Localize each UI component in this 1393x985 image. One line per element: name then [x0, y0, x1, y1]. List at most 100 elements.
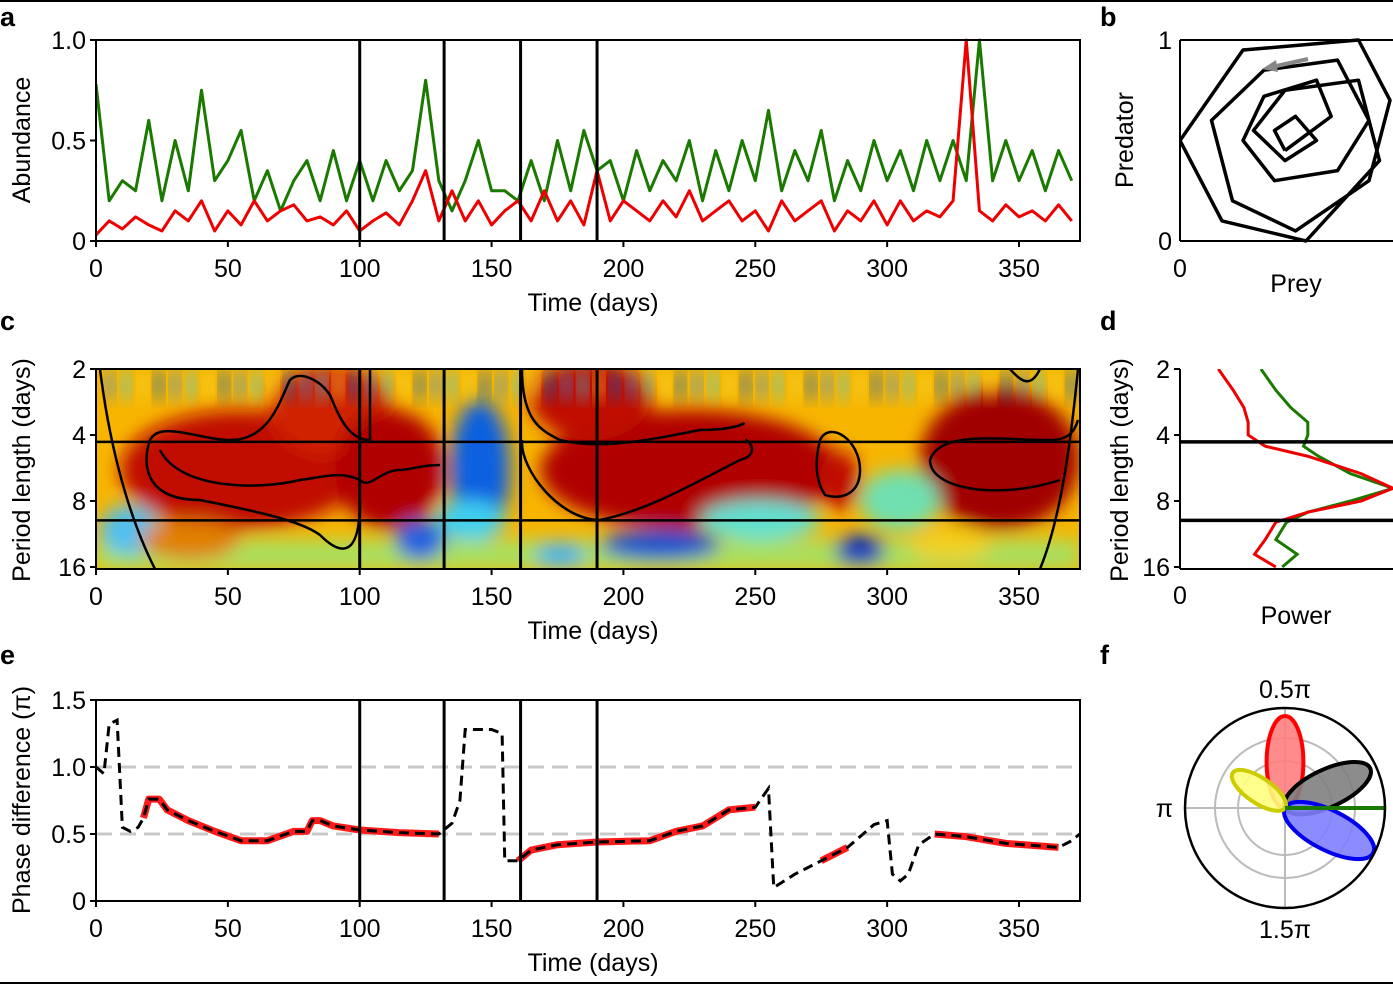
- stripe: [887, 369, 898, 401]
- x-axis-label: Prey: [1270, 270, 1322, 298]
- stripe: [300, 369, 311, 401]
- x-tick-label: 200: [603, 915, 645, 943]
- stripe: [121, 369, 132, 401]
- x-tick-label: 0: [1173, 255, 1187, 283]
- angle-label-bottom: 1.5π: [1259, 916, 1311, 944]
- stripe: [268, 369, 278, 401]
- x-axis-label: Power: [1261, 602, 1332, 630]
- trajectory-line: [1180, 38, 1392, 243]
- stripe: [219, 369, 230, 401]
- stripe: [414, 369, 425, 401]
- coherent-segment: [140, 795, 439, 845]
- panel-c-axes: [95, 368, 1081, 570]
- stripe: [528, 369, 539, 401]
- y-tick-label: 0: [72, 228, 86, 256]
- y-axis-label: Period length (days): [8, 358, 36, 582]
- x-tick-label: 100: [339, 255, 381, 283]
- x-tick-label: 350: [998, 915, 1040, 943]
- x-tick-label: 150: [471, 255, 513, 283]
- arrow-head-icon: [1262, 60, 1278, 72]
- stripe: [968, 369, 979, 401]
- y-tick-label: 0: [1158, 228, 1172, 256]
- panel-label-e: e: [0, 640, 15, 670]
- stripe: [398, 369, 409, 401]
- y-tick-label: 0.5: [51, 821, 86, 849]
- stripe: [235, 369, 246, 401]
- panel-label-a: a: [0, 2, 16, 32]
- stripe: [691, 369, 702, 401]
- angle-label-top: 0.5π: [1259, 676, 1311, 704]
- x-tick-label: 150: [471, 915, 513, 943]
- x-tick-label: 200: [603, 583, 645, 611]
- phase-difference-line: [95, 717, 1081, 891]
- stripe: [447, 369, 458, 401]
- y-tick-label: 1.0: [51, 27, 86, 55]
- x-tick-label: 0: [1173, 582, 1187, 610]
- phase-portrait: [1180, 38, 1392, 243]
- y-tick-label: 4: [1156, 422, 1170, 450]
- x-tick-label: 200: [603, 255, 645, 283]
- y-tick-label: 1.0: [51, 754, 86, 782]
- x-tick-label: 150: [471, 583, 513, 611]
- x-tick-label: 0: [89, 915, 103, 943]
- stripe: [740, 369, 751, 401]
- y-tick-label: 0: [72, 888, 86, 916]
- y-tick-label: 1.5: [51, 687, 86, 715]
- panel-label-f: f: [1100, 640, 1110, 670]
- stripe: [838, 369, 849, 401]
- x-tick-label: 300: [866, 915, 908, 943]
- prey-series-line: [96, 38, 1073, 236]
- x-tick-label: 250: [734, 583, 776, 611]
- stripe: [871, 369, 882, 401]
- stripe: [137, 369, 148, 401]
- stripe: [333, 369, 344, 401]
- stripe: [431, 369, 441, 401]
- panel-label-b: b: [1100, 2, 1117, 32]
- polar-outline: [1183, 706, 1387, 910]
- stripe: [642, 369, 653, 401]
- stripe: [708, 369, 719, 401]
- stripe: [903, 369, 914, 401]
- stripe: [822, 369, 833, 401]
- x-tick-label: 350: [998, 255, 1040, 283]
- stripe: [1066, 369, 1077, 401]
- stripe: [349, 369, 360, 401]
- y-tick-label: 2: [72, 356, 86, 384]
- abundance-lines: [96, 38, 1074, 236]
- stripe: [985, 369, 996, 401]
- stripe: [594, 369, 604, 401]
- y-tick-label: 2: [1156, 356, 1170, 384]
- stripe: [626, 369, 637, 401]
- stripe: [251, 369, 262, 401]
- stripe: [854, 369, 865, 401]
- x-tick-label: 50: [214, 583, 242, 611]
- x-tick-label: 0: [89, 583, 103, 611]
- x-tick-label: 0: [89, 255, 103, 283]
- x-tick-label: 100: [339, 583, 381, 611]
- stripe: [724, 369, 735, 401]
- stripe: [284, 369, 295, 401]
- y-axis-label: Predator: [1111, 92, 1139, 188]
- stripe: [577, 369, 588, 401]
- prey-power-line: [1217, 369, 1393, 569]
- stripe: [479, 369, 490, 401]
- stripe: [1001, 369, 1012, 401]
- stripe: [105, 369, 115, 401]
- predator-power-line: [1259, 369, 1393, 569]
- significance-contours: [98, 369, 1080, 569]
- predator-series-line: [96, 38, 1074, 213]
- stripe: [675, 369, 686, 401]
- stripe: [920, 369, 930, 401]
- y-tick-label: 0.5: [51, 128, 86, 156]
- stripe: [496, 369, 507, 401]
- x-axis-label: Time (days): [527, 949, 658, 977]
- stripe: [805, 369, 816, 401]
- x-tick-label: 250: [734, 915, 776, 943]
- stripe: [382, 369, 393, 401]
- angle-label-left: π: [1156, 795, 1173, 823]
- panel-e-axes: [95, 699, 1081, 902]
- x-axis-label: Time (days): [527, 289, 658, 317]
- stripe: [153, 369, 164, 401]
- y-axis-label: Phase difference (π): [8, 686, 36, 914]
